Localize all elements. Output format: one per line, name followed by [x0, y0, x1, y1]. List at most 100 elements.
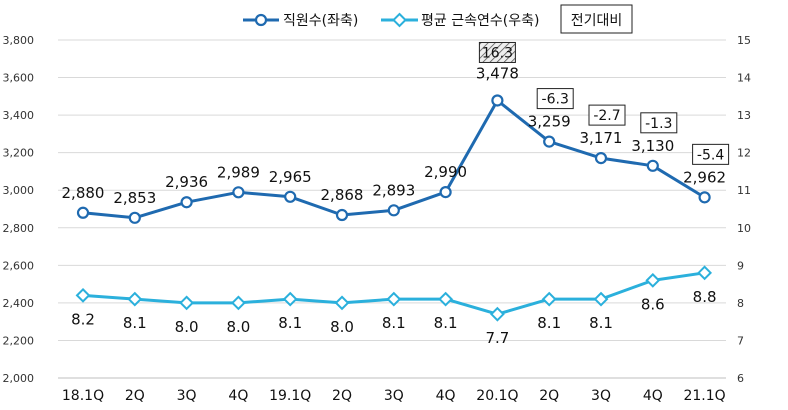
employees-data-label: 2,990: [424, 163, 467, 181]
series-layer: [75, 94, 713, 322]
tenure-point: [334, 295, 350, 311]
right-tick-label: 7: [737, 334, 744, 347]
left-tick-label: 2,600: [3, 259, 35, 272]
legend-annotation-label: 전기대비: [571, 13, 623, 29]
change-annotation-box: [640, 112, 678, 134]
employees-data-label: 2,853: [113, 189, 156, 207]
tenure-data-label: 8.1: [123, 314, 147, 332]
left-tick-label: 2,800: [3, 222, 35, 235]
left-tick-label: 3,200: [3, 147, 35, 160]
x-tick-label: 4Q: [643, 388, 663, 404]
change-annotation-label: -1.3: [645, 116, 672, 132]
employees-point: [439, 186, 452, 199]
tenure-point: [541, 291, 557, 307]
employees-data-label: 2,868: [321, 186, 364, 204]
tenure-data-label: 8.0: [175, 318, 199, 336]
employees-data-label: 2,989: [217, 163, 260, 181]
right-axis: 6 7 8 9 10 11 12 13 14 15: [737, 34, 751, 385]
change-annotation-box: [536, 88, 574, 110]
change-annotation-box: [588, 104, 626, 126]
tenure-data-label: 8.1: [589, 314, 613, 332]
tenure-point: [645, 272, 661, 288]
x-tick-label: 20.1Q: [476, 388, 518, 404]
right-tick-label: 15: [737, 34, 751, 47]
employees-point: [543, 135, 556, 148]
employees-point: [76, 206, 90, 219]
x-tick-label: 18.1Q: [62, 388, 104, 404]
legend-employees-label: 직원수(좌축): [283, 13, 358, 29]
tenure-data-label: 8.8: [693, 288, 717, 306]
x-tick-label: 21.1Q: [683, 388, 725, 404]
employees-point: [594, 152, 608, 165]
tenure-point: [593, 291, 609, 307]
change-annotation-box: [692, 143, 730, 165]
tenure-point: [386, 291, 402, 307]
x-tick-label: 2Q: [332, 388, 352, 404]
employees-data-label: 2,965: [269, 168, 312, 186]
change-annotation-label: 16.3: [482, 45, 513, 61]
right-tick-label: 12: [737, 147, 751, 160]
tenure-point: [230, 295, 246, 311]
employees-data-label: 3,259: [528, 113, 571, 131]
right-tick-label: 10: [737, 222, 751, 235]
employees-data-label: 3,171: [580, 129, 623, 147]
tenure-data-label: 7.7: [485, 329, 509, 347]
tenure-data-label: 8.2: [71, 310, 95, 328]
employees-point: [387, 204, 400, 217]
change-annotation-label: -6.3: [542, 92, 569, 108]
legend: 직원수(좌축) 평균 근속연수(우축) 전기대비: [243, 4, 633, 34]
tenure-data-label: 8.1: [278, 314, 302, 332]
x-tick-label: 2Q: [125, 388, 145, 404]
change-annotation-box: [478, 41, 516, 63]
legend-tenure-label: 평균 근속연수(우축): [421, 13, 539, 29]
right-tick-label: 9: [737, 259, 744, 272]
employees-data-label: 3,130: [631, 137, 674, 155]
employees-data-label: 2,880: [62, 184, 105, 202]
x-tick-label: 19.1Q: [269, 388, 311, 404]
left-tick-label: 3,000: [3, 184, 35, 197]
tenure-point: [179, 295, 195, 311]
change-annotations: 16.3 -6.3 -2.7 -1.3 -5.4: [478, 41, 730, 165]
data-labels: 2,880 2,853 2,936 2,989 2,965 2,868 2,893 2,990…: [62, 64, 727, 347]
employees-point: [491, 94, 504, 107]
employees-data-label: 2,936: [165, 173, 208, 191]
right-tick-label: 13: [737, 109, 751, 122]
x-tick-label: 3Q: [177, 388, 197, 404]
right-tick-label: 14: [737, 72, 751, 85]
x-axis: 18.1Q 2Q 3Q 4Q 19.1Q 2Q 3Q 4Q 20.1Q 2Q 3Q 4Q 21.1Q: [58, 377, 726, 404]
tenure-point: [282, 291, 298, 307]
tenure-point: [127, 291, 143, 307]
left-tick-label: 3,400: [3, 109, 35, 122]
tenure-point: [75, 287, 91, 303]
employees-data-label: 2,962: [683, 168, 726, 186]
x-tick-label: 4Q: [436, 388, 456, 404]
left-axis: 2,000 2,200 2,400 2,600 2,800 3,000 3,200 3,400…: [3, 34, 35, 385]
tenure-data-label: 8.1: [537, 314, 561, 332]
right-tick-label: 6: [737, 372, 744, 385]
employees-point: [128, 211, 141, 224]
left-tick-label: 2,400: [3, 297, 35, 310]
change-annotation-label: -2.7: [593, 108, 620, 124]
tenure-data-label: 8.1: [434, 314, 458, 332]
legend-employees-marker: [254, 13, 268, 27]
tenure-data-label: 8.0: [330, 318, 354, 336]
employees-data-label: 3,478: [476, 64, 519, 82]
x-tick-label: 4Q: [228, 388, 248, 404]
left-tick-label: 3,800: [3, 34, 35, 47]
employees-point: [698, 191, 711, 204]
right-tick-label: 8: [737, 297, 744, 310]
x-tick-label: 3Q: [591, 388, 611, 404]
employees-data-label: 2,893: [372, 181, 415, 199]
tenure-point: [697, 265, 713, 281]
left-tick-label: 3,600: [3, 72, 35, 85]
employees-point: [335, 208, 349, 222]
legend-tenure-marker: [392, 12, 407, 28]
left-tick-label: 2,200: [3, 334, 35, 347]
tenure-data-label: 8.1: [382, 314, 406, 332]
tenure-point: [489, 306, 505, 322]
employees-point: [646, 159, 659, 172]
right-tick-label: 11: [737, 184, 751, 197]
legend-annotation-box: [560, 4, 633, 34]
